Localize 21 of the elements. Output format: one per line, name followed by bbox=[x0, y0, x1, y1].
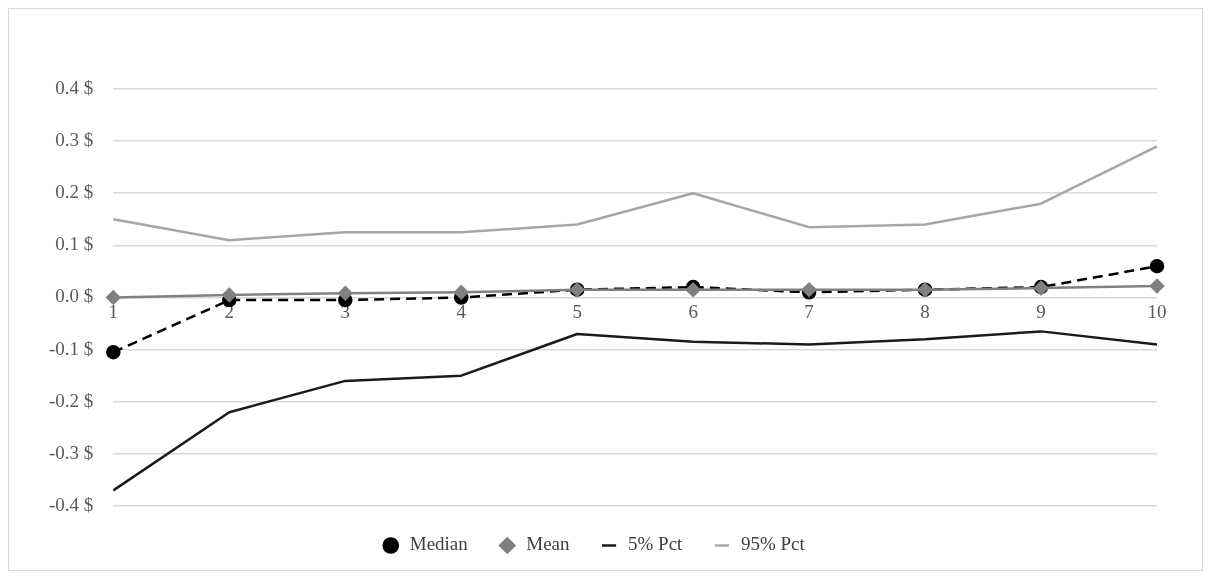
x-tick-label: 6 bbox=[688, 300, 698, 322]
x-tick-label: 9 bbox=[1036, 300, 1046, 322]
legend-label: Mean bbox=[526, 533, 571, 555]
y-tick-label: 0.1 $ bbox=[55, 233, 94, 255]
y-tick-label: 0.0 $ bbox=[55, 285, 94, 307]
x-tick-label: 8 bbox=[920, 300, 930, 322]
x-tick-label: 10 bbox=[1147, 300, 1167, 322]
y-tick-label: 0.3 $ bbox=[55, 129, 94, 151]
x-tick-label: 7 bbox=[804, 300, 814, 322]
x-tick-label: 5 bbox=[572, 300, 582, 322]
y-tick-label: -0.2 $ bbox=[49, 389, 94, 411]
x-tick-label: 1 bbox=[108, 300, 119, 322]
y-tick-label: -0.4 $ bbox=[49, 493, 94, 515]
legend-label: 95% Pct bbox=[740, 533, 806, 555]
x-tick-label: 4 bbox=[456, 300, 467, 322]
legend-label: Median bbox=[409, 533, 469, 555]
y-tick-label: -0.1 $ bbox=[49, 337, 94, 359]
y-tick-label: -0.3 $ bbox=[49, 441, 94, 463]
y-tick-label: 0.4 $ bbox=[55, 76, 94, 98]
legend-label: 5% Pct bbox=[628, 533, 684, 555]
y-tick-label: 0.2 $ bbox=[55, 181, 94, 203]
